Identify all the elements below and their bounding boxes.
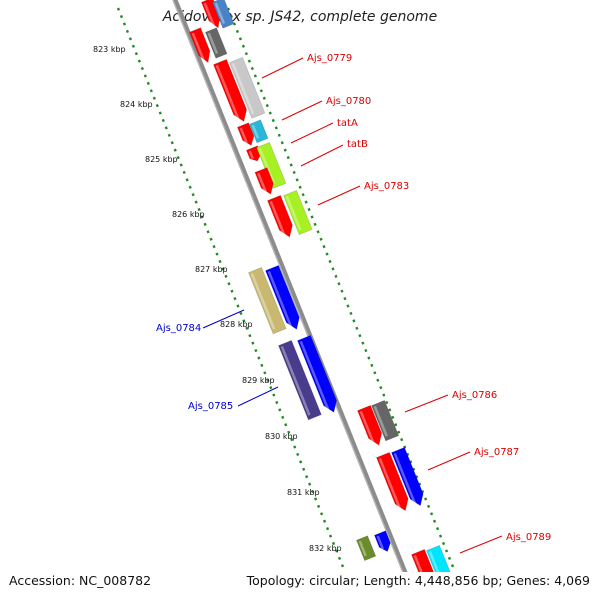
feature-highlight [373,405,388,437]
gene-label[interactable]: Ajs_0789 [506,532,551,543]
gene-label[interactable]: Ajs_0787 [474,447,519,458]
feature-highlight [231,62,255,115]
cds-arrow[interactable] [254,167,274,195]
kbp-tick-label: 830 kbp [265,432,298,441]
feature-highlight [358,540,367,557]
kbp-tick-label: 824 kbp [120,100,153,109]
feature-highlight [280,345,311,416]
feature-highlight [413,554,423,572]
gene-callout-line [404,394,449,413]
gene-label[interactable]: tatB [347,139,368,150]
cds-arrow[interactable] [236,122,255,147]
kbp-tick-label: 826 kbp [172,210,205,219]
feature-highlight [250,272,276,330]
feature-highlight [214,2,226,24]
kbp-tick-label: 827 kbp [195,265,228,274]
gene-label[interactable]: Ajs_0783 [364,181,409,192]
kbp-tick-label: 823 kbp [93,45,126,54]
feature-highlight [428,550,440,572]
kbp-tick-label: 832 kbp [309,544,342,553]
gene-label[interactable]: Ajs_0784 [156,323,201,334]
cds-arrow[interactable] [212,58,248,123]
cds-arrow[interactable] [356,404,383,446]
feature-highlight [269,200,286,236]
kbp-tick-label: 831 kbp [287,488,320,497]
cds-arrow[interactable] [375,451,409,512]
cds-arrow[interactable] [390,446,424,507]
feature-highlight [299,340,330,411]
cds-arrow[interactable] [264,264,300,330]
feature-highlight [285,195,302,231]
gene-box[interactable] [228,56,266,119]
gene-box[interactable] [425,544,459,597]
gene-box[interactable] [204,27,228,59]
gene-box[interactable] [355,535,377,562]
genome-backbone [172,0,408,572]
cds-arrow[interactable] [296,334,338,413]
feature-highlight [191,32,205,61]
cds-arrow[interactable] [266,194,293,238]
gene-callout-line [281,100,323,121]
cds-arrow[interactable] [373,530,391,553]
feature-highlight [376,535,385,550]
accession-text: Accession: NC_008782 [9,573,152,588]
gene-box[interactable] [211,0,235,29]
feature-highlight [248,150,254,159]
feature-highlight [257,172,267,193]
gene-box[interactable] [247,266,287,335]
gene-callout-line [202,309,245,329]
gene-box[interactable] [277,339,322,421]
cds-arrow[interactable] [410,548,440,598]
kbp-tick-label: 825 kbp [145,155,178,164]
cds-arrow[interactable] [188,27,211,64]
gene-callout-line [300,144,344,167]
feature-highlight [203,2,215,26]
gene-callout-line [237,386,279,407]
gene-label[interactable]: Ajs_0779 [307,53,352,64]
gene-box[interactable] [370,399,400,442]
feature-highlight [239,127,248,144]
feature-highlight [393,452,417,505]
gene-label[interactable]: Ajs_0785 [188,401,233,412]
gene-label[interactable]: tatA [337,118,358,129]
feature-highlight [378,457,402,510]
feature-highlight [258,147,276,185]
gene-box[interactable] [248,119,269,144]
feature-highlight [359,410,375,444]
backbone-highlight [172,0,404,572]
gene-callout-line [427,451,471,471]
gene-label[interactable]: Ajs_0780 [326,96,371,107]
feature-highlight [215,64,240,120]
kbp-tick-label: 829 kbp [242,376,275,385]
gene-label[interactable]: Ajs_0786 [452,390,497,401]
kbp-tick-label: 828 kbp [220,320,253,329]
feature-highlight [207,32,219,54]
gene-callout-line [459,535,503,554]
feature-highlight [267,270,293,328]
gene-box[interactable] [282,189,313,236]
gene-callout-line [290,122,334,144]
genome-stats-text: Topology: circular; Length: 4,448,856 bp… [246,573,590,588]
gene-callout-line [261,57,304,79]
gene-callout-line [317,185,361,206]
feature-highlight [251,124,260,139]
